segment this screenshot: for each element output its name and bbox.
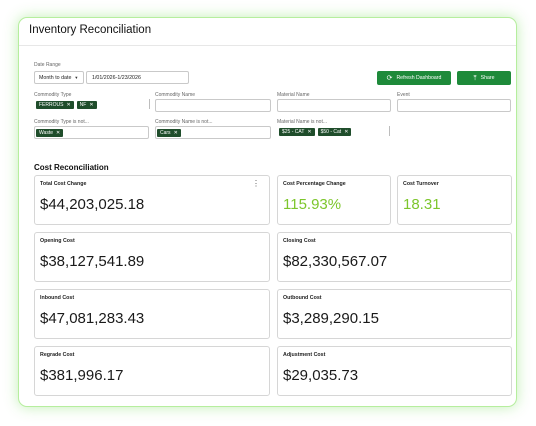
total-cost-change-card: Total Cost Change ⋮ $44,203,025.18: [34, 175, 270, 225]
material-name-input[interactable]: [277, 99, 391, 112]
cost-turnover-card: Cost Turnover 18.31: [397, 175, 512, 225]
chip-waste[interactable]: Waste ✕: [36, 129, 64, 137]
card-label: Inbound Cost: [40, 295, 75, 301]
date-preset-select[interactable]: Month to date ▼: [34, 71, 84, 84]
opening-cost-card: Opening Cost $38,127,541.89: [34, 232, 270, 282]
card-value: $44,203,025.18: [40, 196, 145, 213]
remove-icon[interactable]: ✕: [89, 102, 94, 108]
card-label: Regrade Cost: [40, 352, 75, 358]
scrollbar[interactable]: [389, 126, 390, 136]
remove-icon[interactable]: ✕: [173, 130, 178, 136]
chip-nf[interactable]: NF ✕: [76, 101, 97, 109]
commodity-type-not-label: Commodity Type is not...: [34, 119, 89, 125]
section-title: Cost Reconciliation: [34, 163, 109, 172]
caret-down-icon: ▼: [74, 75, 79, 80]
card-value: 18.31: [403, 196, 441, 213]
commodity-name-label: Commodity Name: [155, 92, 196, 98]
date-preset-value: Month to date: [39, 74, 72, 81]
cost-percentage-change-card: Cost Percentage Change 115.93%: [277, 175, 391, 225]
share-label: Share: [480, 75, 495, 81]
date-range-label: Date Range: [34, 62, 61, 68]
chip-ferrous[interactable]: FERROUS ✕: [36, 101, 74, 109]
material-name-not-label: Material Name is not...: [277, 119, 328, 125]
card-value: 115.93%: [283, 196, 342, 213]
refresh-dashboard-label: Refresh Dashboard: [396, 75, 442, 81]
share-button[interactable]: ⤒ Share: [457, 71, 511, 85]
material-name-not-chips[interactable]: $25 - CAT ✕ $50 - Cat ✕: [279, 128, 352, 136]
outbound-cost-card: Outbound Cost $3,289,290.15: [277, 289, 512, 339]
page-title: Inventory Reconciliation: [29, 24, 152, 36]
remove-icon[interactable]: ✕: [66, 102, 71, 108]
title-divider: [19, 45, 516, 46]
commodity-name-not-input[interactable]: [155, 126, 271, 139]
commodity-type-label: Commodity Type: [34, 92, 72, 98]
refresh-dashboard-button[interactable]: ⟳ Refresh Dashboard: [377, 71, 451, 85]
date-range-input[interactable]: 1/01/2026-1/23/2026: [86, 71, 189, 84]
commodity-type-chips[interactable]: FERROUS ✕ NF ✕: [36, 101, 97, 109]
card-value: $29,035.73: [283, 367, 359, 384]
chip-50-cat[interactable]: $50 - Cat ✕: [317, 128, 352, 136]
chip-25-cat[interactable]: $25 - CAT ✕: [279, 128, 315, 136]
card-label: Opening Cost: [40, 238, 75, 244]
card-label: Cost Turnover: [403, 181, 439, 187]
material-name-label: Material Name: [277, 92, 310, 98]
card-label: Total Cost Change: [40, 181, 87, 187]
closing-cost-card: Closing Cost $82,330,567.07: [277, 232, 512, 282]
commodity-name-input[interactable]: [155, 99, 271, 112]
remove-icon[interactable]: ✕: [344, 129, 349, 135]
commodity-name-not-chips[interactable]: Cars ✕: [157, 129, 181, 137]
upload-icon: ⤒: [473, 74, 477, 82]
scrollbar[interactable]: [149, 99, 150, 109]
card-label: Outbound Cost: [283, 295, 322, 301]
card-value: $82,330,567.07: [283, 253, 388, 270]
commodity-name-not-label: Commodity Name is not...: [155, 119, 213, 125]
remove-icon[interactable]: ✕: [55, 130, 61, 136]
card-value: $38,127,541.89: [40, 253, 145, 270]
card-label: Adjustment Cost: [283, 352, 326, 358]
commodity-type-not-chips[interactable]: Waste ✕: [36, 129, 64, 137]
chip-cars[interactable]: Cars ✕: [157, 129, 181, 137]
refresh-icon: ⟳: [386, 74, 393, 82]
event-label: Event: [397, 92, 410, 98]
dashboard-window: Inventory Reconciliation Date Range Mont…: [18, 17, 517, 407]
regrade-cost-card: Regrade Cost $381,996.17: [34, 346, 270, 396]
adjustment-cost-card: Adjustment Cost $29,035.73: [277, 346, 512, 396]
remove-icon[interactable]: ✕: [307, 129, 312, 135]
card-value: $3,289,290.15: [283, 310, 379, 327]
event-input[interactable]: [397, 99, 511, 112]
card-value: $47,081,283.43: [40, 310, 145, 327]
card-label: Cost Percentage Change: [283, 181, 346, 187]
inbound-cost-card: Inbound Cost $47,081,283.43: [34, 289, 270, 339]
card-value: $381,996.17: [40, 367, 124, 384]
more-options-icon[interactable]: ⋮: [252, 179, 260, 188]
card-label: Closing Cost: [283, 238, 316, 244]
